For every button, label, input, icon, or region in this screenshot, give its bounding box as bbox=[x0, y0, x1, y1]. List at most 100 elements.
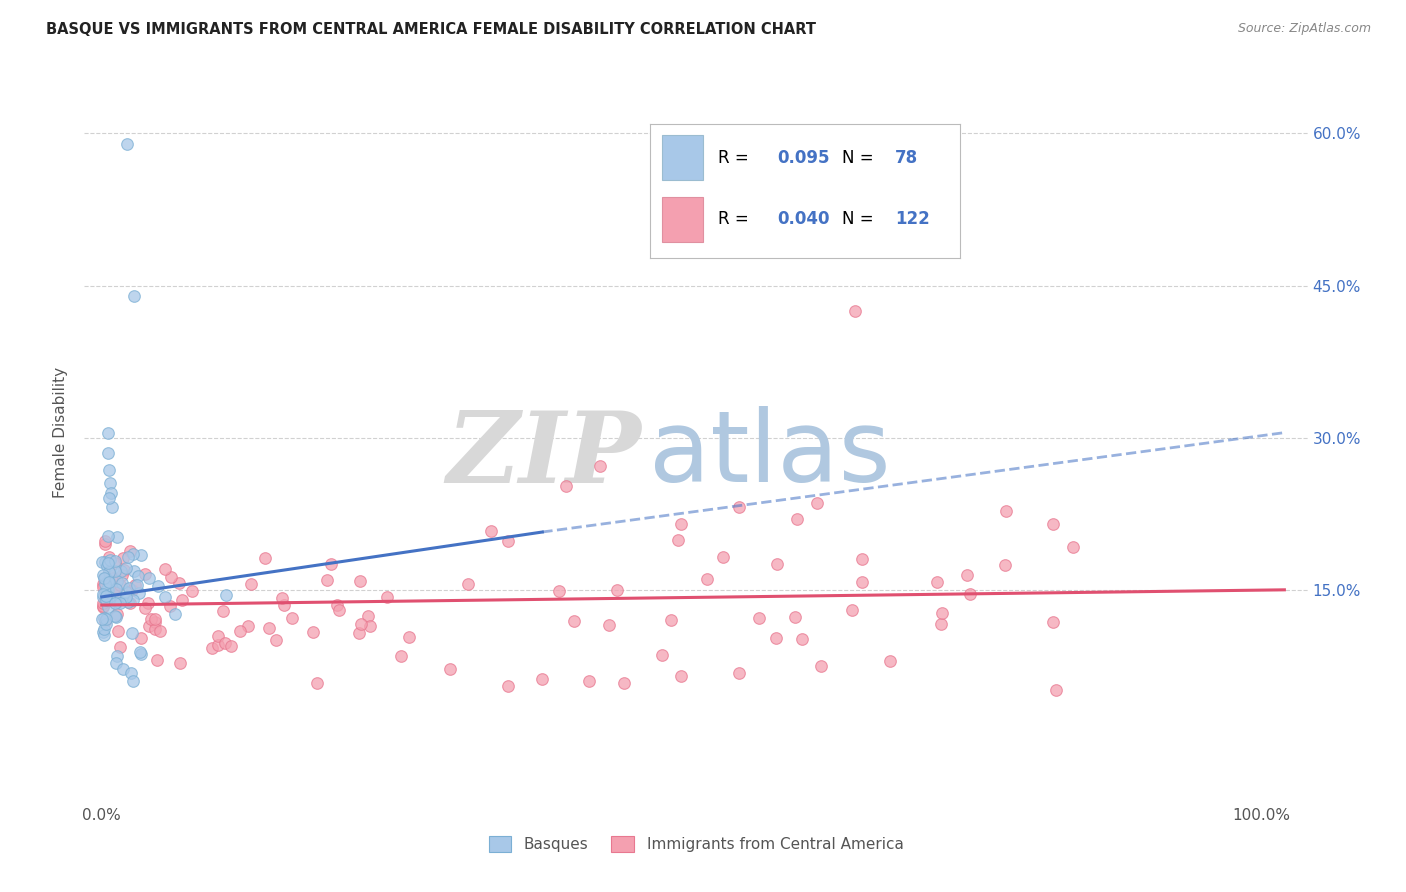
Point bbox=[496, 679, 519, 693]
Point bbox=[91, 567, 114, 582]
Point bbox=[165, 607, 187, 622]
Point bbox=[107, 624, 129, 638]
Point bbox=[111, 662, 134, 676]
Point bbox=[103, 583, 125, 598]
Point bbox=[121, 625, 143, 640]
Point bbox=[117, 595, 139, 609]
Point bbox=[118, 596, 141, 610]
Point bbox=[994, 558, 1017, 572]
Point bbox=[264, 633, 287, 648]
Point bbox=[215, 588, 238, 602]
Point bbox=[104, 554, 127, 568]
Point bbox=[97, 549, 120, 564]
Point bbox=[98, 575, 121, 590]
Point bbox=[931, 607, 953, 621]
Point bbox=[238, 618, 260, 632]
Point bbox=[169, 575, 191, 590]
Point bbox=[319, 557, 342, 571]
Point bbox=[159, 599, 181, 613]
Point bbox=[153, 591, 176, 605]
Point bbox=[207, 638, 229, 652]
Point bbox=[105, 530, 128, 544]
Point bbox=[111, 576, 134, 591]
Point bbox=[239, 577, 262, 591]
Point bbox=[104, 596, 127, 610]
Point bbox=[841, 602, 863, 616]
Point bbox=[94, 592, 117, 607]
Point bbox=[925, 574, 948, 589]
Text: 78: 78 bbox=[896, 149, 918, 167]
Point bbox=[328, 603, 350, 617]
Y-axis label: Female Disability: Female Disability bbox=[53, 367, 69, 499]
Point bbox=[201, 641, 224, 656]
Point bbox=[105, 648, 128, 663]
Point bbox=[107, 574, 129, 588]
Point bbox=[578, 674, 600, 689]
Point bbox=[134, 566, 156, 581]
Point bbox=[108, 596, 131, 610]
Point bbox=[806, 496, 828, 510]
Point bbox=[105, 595, 128, 609]
Text: R =: R = bbox=[718, 149, 754, 167]
Point bbox=[94, 612, 117, 626]
Point bbox=[104, 564, 127, 578]
Point bbox=[350, 617, 373, 632]
Point bbox=[91, 595, 114, 609]
Point bbox=[108, 640, 131, 654]
Point bbox=[1062, 540, 1084, 554]
Point bbox=[172, 592, 194, 607]
Point bbox=[155, 562, 177, 576]
Point bbox=[356, 608, 378, 623]
Text: Source: ZipAtlas.com: Source: ZipAtlas.com bbox=[1237, 22, 1371, 36]
Point bbox=[97, 599, 120, 614]
Point bbox=[96, 616, 118, 631]
Point bbox=[792, 632, 814, 646]
Point bbox=[93, 571, 115, 585]
Point bbox=[929, 616, 952, 631]
Point bbox=[98, 552, 121, 566]
Point bbox=[612, 676, 634, 690]
Point bbox=[94, 533, 117, 548]
Text: 0.040: 0.040 bbox=[778, 211, 830, 228]
Point bbox=[94, 585, 117, 599]
Point bbox=[110, 567, 132, 582]
Point bbox=[110, 564, 132, 578]
Point bbox=[93, 628, 115, 642]
Point bbox=[302, 624, 325, 639]
Point bbox=[94, 590, 117, 604]
Point bbox=[115, 584, 138, 599]
Point bbox=[101, 571, 124, 585]
Point bbox=[129, 631, 152, 645]
Point bbox=[129, 548, 152, 562]
Point bbox=[496, 534, 519, 549]
Point bbox=[104, 556, 127, 570]
Point bbox=[479, 524, 502, 539]
Point bbox=[229, 624, 252, 639]
Point bbox=[93, 614, 115, 628]
Point bbox=[666, 533, 689, 548]
Point bbox=[851, 552, 873, 566]
Point bbox=[97, 529, 120, 543]
Point bbox=[141, 612, 163, 626]
Point bbox=[91, 576, 114, 591]
Point bbox=[117, 582, 139, 596]
Point bbox=[748, 611, 770, 625]
Text: N =: N = bbox=[842, 211, 879, 228]
Point bbox=[316, 574, 339, 588]
Point bbox=[104, 592, 127, 607]
Point bbox=[93, 623, 115, 637]
Point bbox=[98, 565, 121, 579]
Point bbox=[659, 613, 682, 627]
Point bbox=[148, 579, 170, 593]
Point bbox=[531, 672, 554, 686]
Point bbox=[439, 662, 461, 676]
Point bbox=[956, 567, 979, 582]
Point bbox=[97, 556, 120, 570]
Point bbox=[598, 618, 620, 632]
FancyBboxPatch shape bbox=[662, 196, 703, 242]
Legend: Basques, Immigrants from Central America: Basques, Immigrants from Central America bbox=[482, 830, 910, 858]
Point bbox=[91, 599, 114, 614]
Point bbox=[1042, 516, 1064, 531]
Text: ZIP: ZIP bbox=[446, 407, 641, 503]
Point bbox=[97, 574, 120, 588]
